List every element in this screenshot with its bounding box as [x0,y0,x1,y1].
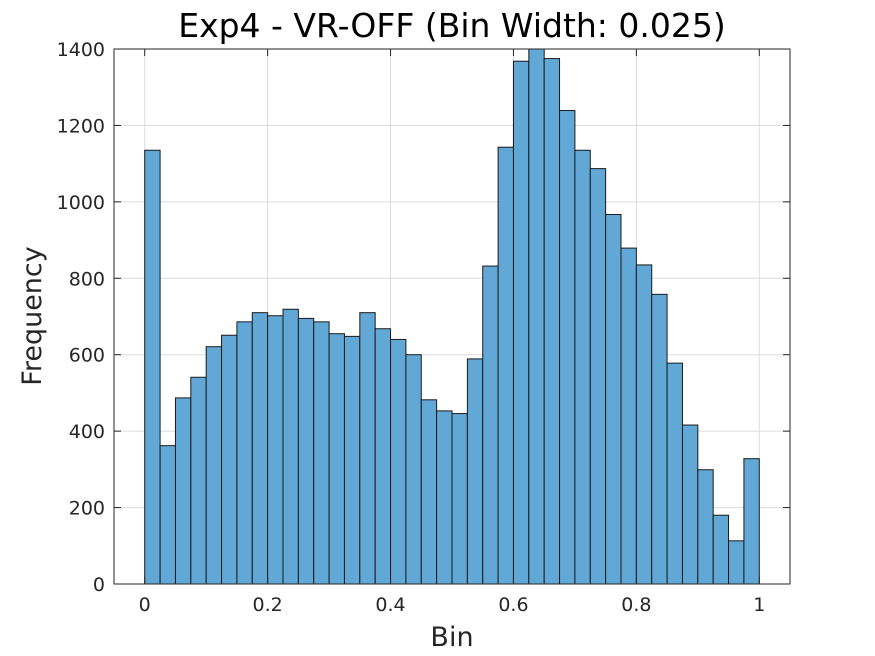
x-tick-label: 1 [753,594,765,616]
histogram-bar [390,338,407,585]
histogram-bar [574,149,591,585]
histogram-bar [620,247,637,585]
histogram-bar [297,317,315,585]
histogram-bar [497,146,514,585]
histogram-bar [144,149,161,585]
histogram-bar [420,399,438,585]
histogram-bar [313,321,330,585]
axis-ticks [114,48,790,585]
histogram-bar [528,48,545,585]
x-tick-label: 0 [139,594,151,616]
histogram-bar [159,445,176,585]
axes-box [113,48,791,585]
x-tick-label: 0.8 [621,594,651,616]
y-tick-label: 200 [69,498,105,520]
histogram-bar [743,458,760,585]
histogram-bar [267,315,284,585]
histogram-bar [543,58,561,585]
histogram-bar [174,397,192,585]
histogram-bar [251,312,269,585]
histogram-bar [466,358,484,585]
x-tick-labels: 0 0.2 0.4 0.6 0.8 1 [139,594,766,616]
histogram-bar [436,410,453,585]
y-tick-label: 1200 [57,115,105,137]
histogram-bar [374,328,392,585]
histogram-bar [190,376,207,585]
y-tick-label: 1000 [57,192,105,214]
y-axis-label: Frequency [17,246,48,386]
y-tick-labels: 0 200 400 600 800 1000 1200 1400 [57,39,105,596]
x-tick-label: 0.6 [498,594,528,616]
histogram-bar [712,514,730,585]
histogram-bar [559,110,576,585]
y-tick-label: 0 [93,574,105,596]
histogram-bar [666,362,683,585]
y-tick-label: 400 [69,421,105,443]
histogram-bar [221,334,238,585]
histogram-bar [589,168,607,585]
histogram-bar [635,264,653,585]
x-tick-label: 0.4 [375,594,405,616]
histogram-bar [451,413,468,585]
histogram-bar [728,540,745,585]
histogram-bar [697,469,714,585]
histogram-bar [482,265,499,585]
histogram-bar [512,60,530,585]
histogram-bar [328,333,345,585]
histogram-bar [343,335,361,585]
histogram-bar [405,354,422,585]
x-tick-label: 0.2 [253,594,283,616]
histogram-bar [359,312,376,585]
y-tick-label: 600 [69,345,105,367]
histogram-bar [236,321,253,585]
y-tick-label: 1400 [57,39,105,61]
y-tick-label: 800 [69,268,105,290]
histogram-bar [681,424,699,585]
histogram-bar [205,346,223,585]
histogram-bar [282,308,299,585]
chart-title: Exp4 - VR-OFF (Bin Width: 0.025) [178,6,726,45]
histogram-bar [651,293,668,585]
x-axis-label: Bin [430,622,473,653]
histogram-bar [605,213,622,585]
